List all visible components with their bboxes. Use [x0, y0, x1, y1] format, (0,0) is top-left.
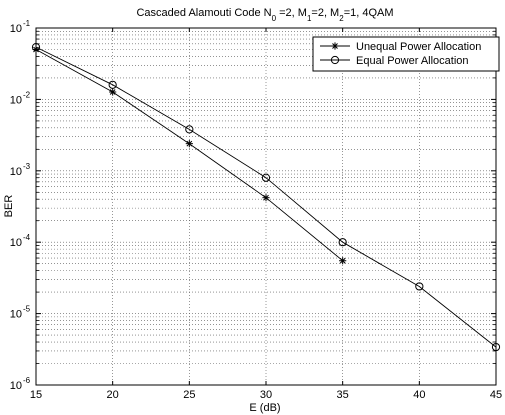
- x-tick-label: 35: [337, 389, 349, 401]
- x-tick-label: 40: [413, 389, 425, 401]
- x-tick-label: 20: [107, 389, 119, 401]
- x-tick-label: 25: [183, 389, 195, 401]
- data-point: [261, 173, 271, 182]
- legend-label: Unequal Power Allocation: [356, 41, 481, 53]
- legend-marker: [330, 55, 340, 65]
- legend: Unequal Power Allocation Equal Power Allo…: [312, 36, 500, 72]
- legend-marker: [331, 42, 339, 50]
- data-point: [109, 88, 117, 96]
- data-point: [262, 194, 270, 202]
- title-sub-2: 1: [307, 14, 312, 23]
- title-sub-3: 2: [339, 14, 344, 23]
- legend-entry: Unequal Power Allocation: [320, 41, 481, 53]
- x-tick-label: 30: [260, 389, 272, 401]
- y-tick-label: 10: [10, 94, 22, 106]
- title-mid-2: =2, M: [311, 7, 339, 19]
- grid: [36, 28, 496, 385]
- title-sub-1: 0: [272, 14, 277, 23]
- y-tick-exponent: -1: [23, 19, 31, 28]
- legend-box: [312, 36, 500, 72]
- y-axis-ticks: 10-110-210-310-410-510-6: [10, 19, 496, 392]
- legend-entry: Equal Power Allocation: [320, 55, 469, 67]
- data-point: [415, 282, 424, 291]
- y-tick-exponent: -5: [23, 305, 31, 314]
- legend-label: Equal Power Allocation: [356, 55, 469, 67]
- series-asterisk: [32, 45, 347, 265]
- y-tick-label: 10: [10, 166, 22, 178]
- y-tick-exponent: -3: [23, 162, 31, 171]
- x-tick-label: 45: [490, 389, 502, 401]
- data-point: [339, 257, 347, 265]
- title-prefix: Cascaded Alamouti Code N: [136, 7, 271, 19]
- y-tick-exponent: -6: [23, 376, 31, 385]
- series-line: [35, 46, 497, 348]
- y-tick-exponent: -4: [23, 233, 31, 242]
- data-point: [108, 80, 117, 89]
- x-axis-label: E (dB): [249, 402, 280, 414]
- y-tick-label: 10: [10, 237, 22, 249]
- y-tick-exponent: -2: [23, 90, 31, 99]
- y-tick-label: 10: [10, 23, 22, 35]
- title-mid-1: =2, M: [276, 7, 307, 19]
- y-tick-label: 10: [10, 309, 22, 321]
- title-suffix: =1, 4QAM: [344, 7, 394, 19]
- x-tick-label: 15: [30, 389, 42, 401]
- y-axis-label: BER: [3, 195, 15, 218]
- data-point: [338, 238, 347, 247]
- x-axis-ticks: 15 20 25 30 35 40 45: [30, 28, 502, 401]
- data-point: [185, 140, 193, 148]
- chart-title: Cascaded Alamouti Code N0 =2, M1=2, M2=1…: [136, 7, 393, 23]
- y-tick-label: 10: [10, 380, 22, 392]
- data-point: [185, 125, 194, 134]
